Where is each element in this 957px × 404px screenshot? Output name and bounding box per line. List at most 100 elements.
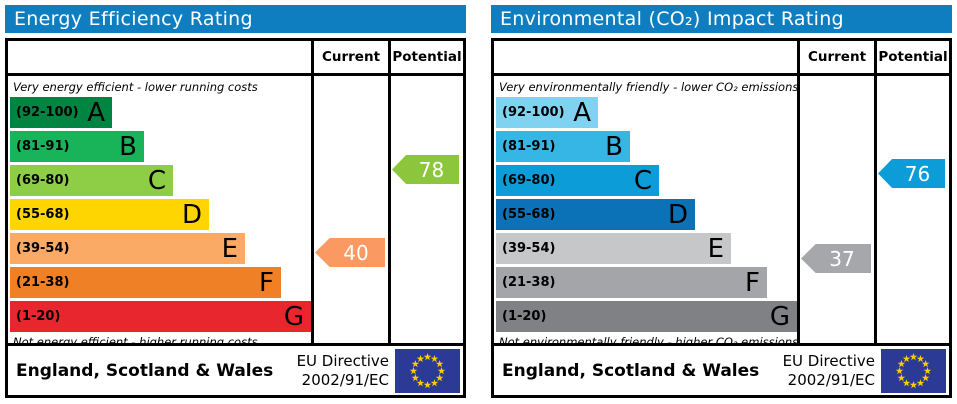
energy-efficiency-panel: Energy Efficiency Rating Current Potenti… (5, 5, 466, 398)
band-range-label: (69-80) (16, 173, 70, 188)
eu-directive-label: EU Directive 2002/91/EC (783, 352, 875, 390)
band-range-label: (55-68) (16, 207, 70, 222)
energy-bands: (92-100) A (81-91) B (69-80) C (10, 97, 311, 335)
potential-column: 78 (388, 76, 463, 343)
band-letter: B (119, 131, 137, 162)
current-column-header: Current (797, 41, 874, 76)
band-letter: F (745, 267, 760, 298)
header-blank-cell (8, 41, 311, 76)
energy-band-scale: Very energy efficient - lower running co… (8, 76, 311, 343)
band-letter: F (259, 267, 274, 298)
panel-title-co2: Environmental (CO₂) Impact Rating (491, 5, 952, 33)
band-letter: G (283, 301, 304, 332)
band-bar-f: (21-38) F (10, 267, 281, 298)
top-caption: Very environmentally friendly - lower CO… (499, 80, 797, 94)
current-rating-arrow: 40 (315, 238, 385, 267)
band-row-f: (21-38) F (496, 267, 797, 298)
panel-title-energy: Energy Efficiency Rating (5, 5, 466, 33)
energy-rating-table: Current Potential Very energy efficient … (5, 38, 466, 398)
band-row-e: (39-54) E (10, 233, 311, 264)
band-bar-g: (1-20) G (10, 301, 311, 332)
band-bar-e: (39-54) E (496, 233, 731, 264)
current-column: 37 (797, 76, 874, 343)
band-letter: G (769, 301, 790, 332)
band-letter: A (87, 97, 105, 128)
band-bar-b: (81-91) B (496, 131, 630, 162)
band-bar-g: (1-20) G (496, 301, 797, 332)
band-bar-c: (69-80) C (10, 165, 173, 196)
band-bar-e: (39-54) E (10, 233, 245, 264)
band-row-e: (39-54) E (496, 233, 797, 264)
potential-rating-value: 78 (418, 157, 445, 182)
band-letter: C (147, 165, 166, 196)
band-bar-c: (69-80) C (496, 165, 659, 196)
current-column: 40 (311, 76, 388, 343)
band-letter: D (181, 199, 202, 230)
potential-rating-value: 76 (904, 161, 931, 186)
eu-flag-icon (881, 348, 946, 393)
band-range-label: (39-54) (16, 241, 70, 256)
band-bar-a: (92-100) A (10, 97, 112, 128)
band-letter: A (573, 97, 591, 128)
band-range-label: (1-20) (16, 309, 61, 324)
band-letter: E (707, 233, 724, 264)
table-footer: England, Scotland & Wales EU Directive 2… (8, 343, 463, 395)
band-bar-d: (55-68) D (496, 199, 695, 230)
co2-bands: (92-100) A (81-91) B (69-80) C (496, 97, 797, 335)
band-row-c: (69-80) C (10, 165, 311, 196)
band-range-label: (81-91) (502, 139, 556, 154)
current-rating-value: 37 (829, 246, 855, 271)
header-blank-cell (494, 41, 797, 76)
eu-directive-label: EU Directive 2002/91/EC (297, 352, 389, 390)
eu-directive-line2: 2002/91/EC (301, 370, 389, 389)
current-rating-arrow: 37 (801, 244, 871, 273)
band-bar-a: (92-100) A (496, 97, 598, 128)
band-row-b: (81-91) B (10, 131, 311, 162)
bottom-caption: Not environmentally friendly - higher CO… (499, 335, 797, 343)
band-row-f: (21-38) F (10, 267, 311, 298)
eu-directive-line2: 2002/91/EC (787, 370, 875, 389)
eu-directive-line1: EU Directive (782, 351, 875, 370)
band-letter: C (633, 165, 652, 196)
band-row-g: (1-20) G (496, 301, 797, 332)
band-row-b: (81-91) B (496, 131, 797, 162)
band-letter: B (605, 131, 623, 162)
band-range-label: (92-100) (502, 105, 565, 120)
potential-column-header: Potential (874, 41, 949, 76)
bottom-caption: Not energy efficient - higher running co… (13, 335, 258, 343)
band-row-d: (55-68) D (10, 199, 311, 230)
region-label: England, Scotland & Wales (16, 360, 274, 381)
potential-column-header: Potential (388, 41, 463, 76)
region-label: England, Scotland & Wales (502, 360, 760, 381)
potential-rating-arrow: 78 (392, 155, 459, 184)
band-row-a: (92-100) A (10, 97, 311, 128)
band-range-label: (81-91) (16, 139, 70, 154)
co2-impact-panel: Environmental (CO₂) Impact Rating Curren… (491, 5, 952, 398)
band-range-label: (39-54) (502, 241, 556, 256)
potential-rating-arrow: 76 (878, 159, 945, 188)
current-rating-value: 40 (343, 240, 369, 265)
co2-band-scale: Very environmentally friendly - lower CO… (494, 76, 797, 343)
band-row-c: (69-80) C (496, 165, 797, 196)
eu-directive-line1: EU Directive (296, 351, 389, 370)
band-letter: D (667, 199, 688, 230)
band-row-a: (92-100) A (496, 97, 797, 128)
table-footer: England, Scotland & Wales EU Directive 2… (494, 343, 949, 395)
band-bar-b: (81-91) B (10, 131, 144, 162)
band-range-label: (69-80) (502, 173, 556, 188)
band-range-label: (21-38) (16, 275, 70, 290)
band-range-label: (55-68) (502, 207, 556, 222)
eu-flag-icon (395, 348, 460, 393)
band-range-label: (21-38) (502, 275, 556, 290)
potential-column: 76 (874, 76, 949, 343)
top-caption: Very energy efficient - lower running co… (13, 80, 258, 94)
current-column-header: Current (311, 41, 388, 76)
band-bar-f: (21-38) F (496, 267, 767, 298)
band-range-label: (1-20) (502, 309, 547, 324)
band-bar-d: (55-68) D (10, 199, 209, 230)
band-range-label: (92-100) (16, 105, 79, 120)
band-row-d: (55-68) D (496, 199, 797, 230)
band-letter: E (221, 233, 238, 264)
co2-rating-table: Current Potential Very environmentally f… (491, 38, 952, 398)
band-row-g: (1-20) G (10, 301, 311, 332)
